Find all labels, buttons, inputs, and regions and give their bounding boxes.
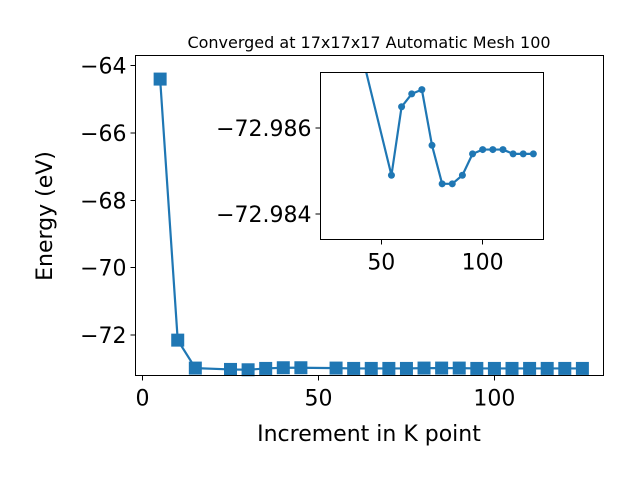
main-data-point bbox=[523, 361, 537, 375]
main-data-point bbox=[153, 72, 167, 86]
inset-x-tick-label: 50 bbox=[367, 251, 395, 276]
inset-x-tick-label: 100 bbox=[462, 251, 504, 276]
main-data-point bbox=[224, 362, 238, 376]
inset-data-point bbox=[489, 146, 497, 154]
inset-data-point bbox=[519, 150, 527, 158]
main-chart: Converged at 17x17x17 Automatic Mesh 100… bbox=[33, 33, 604, 447]
inset-data-point bbox=[418, 86, 426, 94]
main-data-point bbox=[575, 361, 589, 375]
main-y-tick-label: −70 bbox=[80, 257, 126, 282]
main-series-0 bbox=[153, 72, 589, 377]
main-data-point bbox=[241, 363, 255, 377]
inset-data-point bbox=[469, 150, 477, 158]
main-plot-frame bbox=[135, 55, 604, 376]
inset-background bbox=[320, 72, 544, 240]
inset-plot-frame bbox=[320, 72, 544, 240]
inset-data-point bbox=[438, 180, 446, 188]
main-y-ticks: −64 −66 −68 −70 −72 bbox=[80, 55, 136, 349]
y-axis-label: Energy (eV) bbox=[33, 151, 58, 281]
main-data-point bbox=[417, 361, 431, 375]
inset-y-ticks: −72.986 −72.984 bbox=[216, 117, 321, 228]
main-data-point bbox=[540, 361, 554, 375]
main-data-point bbox=[452, 361, 466, 375]
inset-data-point bbox=[408, 90, 416, 98]
inset-data-point bbox=[509, 150, 517, 158]
main-x-ticks: 0 50 100 bbox=[136, 375, 515, 412]
inset-data-point bbox=[428, 141, 436, 149]
inset-data-point bbox=[458, 171, 466, 179]
main-data-point bbox=[276, 361, 290, 375]
x-axis-label: Increment in K point bbox=[257, 422, 481, 447]
inset-y-tick-label: −72.986 bbox=[216, 117, 311, 142]
main-data-point bbox=[399, 361, 413, 375]
inset-y-tick-label: −72.984 bbox=[216, 203, 311, 228]
main-series bbox=[153, 72, 589, 377]
main-data-point bbox=[382, 361, 396, 375]
main-x-tick-label: 50 bbox=[304, 387, 332, 412]
main-y-tick-label: −64 bbox=[80, 55, 126, 80]
inset-chart: 50 100 −72.986 −72.984 bbox=[216, 72, 544, 276]
inset-data-point bbox=[499, 146, 507, 154]
main-data-point bbox=[487, 361, 501, 375]
main-data-point bbox=[470, 361, 484, 375]
main-data-point bbox=[505, 361, 519, 375]
inset-data-point bbox=[529, 150, 537, 158]
chart-title: Converged at 17x17x17 Automatic Mesh 100 bbox=[187, 33, 550, 52]
main-data-point bbox=[259, 361, 273, 375]
inset-series-line bbox=[365, 72, 534, 185]
inset-x-ticks: 50 100 bbox=[367, 239, 504, 276]
inset-data-point bbox=[387, 171, 395, 179]
inset-series-0 bbox=[365, 72, 537, 188]
main-data-point bbox=[329, 361, 343, 375]
main-data-point bbox=[435, 361, 449, 375]
main-data-point bbox=[294, 361, 308, 375]
main-y-tick-label: −72 bbox=[80, 324, 126, 349]
inset-data-point bbox=[479, 146, 487, 154]
main-x-tick-label: 100 bbox=[473, 387, 515, 412]
main-y-tick-label: −68 bbox=[80, 189, 126, 214]
main-data-point bbox=[558, 361, 572, 375]
main-data-point bbox=[171, 333, 185, 347]
main-y-tick-label: −66 bbox=[80, 122, 126, 147]
inset-series bbox=[365, 72, 537, 188]
main-data-point bbox=[364, 361, 378, 375]
inset-data-point bbox=[398, 103, 406, 111]
main-x-tick-label: 0 bbox=[136, 387, 150, 412]
inset-data-point bbox=[448, 180, 456, 188]
main-data-point bbox=[347, 361, 361, 375]
main-data-point bbox=[188, 361, 202, 375]
